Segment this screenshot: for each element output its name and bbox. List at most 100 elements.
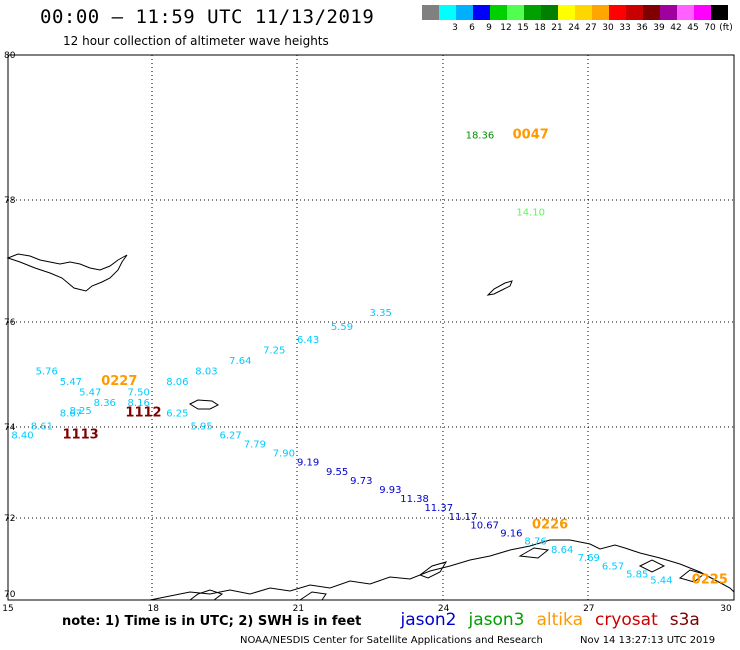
wave-height-label: 5.47	[60, 377, 82, 388]
legend-swatch	[473, 5, 490, 20]
legend-label: 6	[469, 23, 475, 33]
credit-text: NOAA/NESDIS Center for Satellite Applica…	[240, 635, 543, 646]
pass-time-label: 1112	[125, 406, 161, 421]
lon-tick-label: 18	[147, 604, 159, 614]
legend-swatch	[558, 5, 575, 20]
legend-label: 39	[653, 23, 665, 33]
wave-height-label: 8.03	[195, 367, 217, 378]
wave-height-label: 8.16	[128, 398, 150, 409]
legend-label: 18	[534, 23, 546, 33]
axis-labels: 15 18 21 24 27 30 80 78 76 74 72 70	[2, 51, 732, 614]
lon-tick-label: 30	[720, 604, 732, 614]
legend-swatch	[507, 5, 524, 20]
grid	[8, 55, 734, 600]
wave-height-label: 14.10	[516, 207, 545, 218]
wave-height-label: 8.61	[31, 421, 53, 432]
wave-height-label: 5.76	[36, 367, 58, 378]
wave-height-label: 9.55	[326, 467, 348, 478]
wave-height-label: 5.47	[79, 388, 101, 399]
lat-tick-label: 74	[4, 423, 16, 433]
lon-tick-label: 15	[2, 604, 13, 614]
lat-tick-label: 76	[4, 318, 16, 328]
satellite-label: jason3	[468, 610, 525, 630]
wave-height-label: 10.67	[470, 520, 499, 531]
wave-height-label: 9.16	[500, 528, 522, 539]
page-subtitle: 12 hour collection of altimeter wave hei…	[63, 34, 329, 48]
coastline	[6, 253, 735, 601]
legend-unit: (ft)	[719, 23, 733, 33]
legend-label: 15	[517, 23, 529, 33]
legend-label: 36	[636, 23, 648, 33]
pass-time-label: 0047	[513, 127, 549, 142]
wave-height-label: 6.57	[602, 561, 624, 572]
wave-height-label: 7.64	[229, 356, 251, 367]
satellite-legend: jason2 jason3 altika cryosat s3a	[400, 610, 712, 630]
legend-label: 45	[687, 23, 699, 33]
wave-height-label: 6.27	[220, 430, 242, 441]
legend-label: 42	[670, 23, 682, 33]
pass-time-label: 1113	[63, 427, 99, 442]
wave-height-label: 8.67	[60, 409, 82, 420]
legend-label: 12	[500, 23, 512, 33]
pass-time-label: 0227	[101, 374, 137, 389]
satellite-label: altika	[536, 610, 584, 630]
wave-height-label: 5.95	[190, 421, 212, 432]
wave-height-label: 18.36	[466, 130, 495, 141]
legend-label: 9	[486, 23, 492, 33]
wave-height-label: 8.76	[524, 537, 546, 548]
wave-height-label: 6.43	[297, 335, 319, 346]
legend-label: 21	[551, 23, 563, 33]
legend-swatch	[694, 5, 711, 20]
lon-tick-label: 27	[583, 604, 594, 614]
lon-tick-label: 24	[438, 604, 450, 614]
legend-label: 27	[585, 23, 597, 33]
generated-timestamp: Nov 14 13:27:13 UTC 2019	[580, 635, 716, 646]
wave-height-label: 8.36	[94, 398, 116, 409]
wave-height-label: 9.73	[350, 476, 372, 487]
legend-swatch	[643, 5, 660, 20]
wave-height-label: 7.25	[263, 346, 285, 357]
wave-height-label: 8.64	[551, 545, 573, 556]
satellite-label: jason2	[400, 610, 457, 630]
legend-swatch	[456, 5, 473, 20]
legend-swatch	[609, 5, 626, 20]
lat-tick-label: 72	[4, 514, 15, 524]
legend-label: 3	[452, 23, 458, 33]
legend-swatch	[660, 5, 677, 20]
pass-time-label: 0226	[532, 517, 568, 532]
wave-height-label: 3.35	[370, 308, 392, 319]
wave-height-label: 6.25	[166, 409, 188, 420]
footer-note: note: 1) Time is in UTC; 2) SWH is in fe…	[62, 610, 712, 630]
wave-height-label: 8.25	[69, 406, 91, 417]
wave-height-label: 7.69	[578, 553, 600, 564]
wave-height-label: 9.19	[297, 458, 319, 469]
lat-tick-label: 78	[4, 196, 16, 206]
wave-height-label: 5.59	[331, 322, 353, 333]
legend-swatch	[592, 5, 609, 20]
wave-height-label: 8.06	[166, 377, 188, 388]
wave-height-label: 5.85	[626, 569, 648, 580]
wave-height-label: 8.40	[11, 430, 33, 441]
wave-height-label: 7.79	[244, 439, 266, 450]
note-text: note: 1) Time is in UTC; 2) SWH is in fe…	[62, 614, 362, 629]
legend-swatch	[490, 5, 507, 20]
wave-height-label: 11.17	[449, 512, 478, 523]
lat-tick-label: 80	[4, 51, 16, 61]
legend-label: 70	[704, 23, 716, 33]
satellite-label: s3a	[669, 610, 700, 630]
legend-swatch	[677, 5, 694, 20]
wave-height-label: 11.37	[424, 503, 453, 514]
legend-swatch	[626, 5, 643, 20]
color-legend: 3 6 9 12 15 18 21 24 27 30 33 36 39 42 45 70 (ft)	[422, 5, 733, 35]
plot-frame	[7, 54, 735, 601]
lat-tick-label: 70	[4, 590, 16, 600]
legend-swatch	[575, 5, 592, 20]
page-title: 00:00 – 11:59 UTC 11/13/2019	[40, 6, 375, 28]
wave-height-label: 9.93	[379, 485, 401, 496]
wave-height-label: 11.38	[400, 494, 429, 505]
data-points: 18.36 0047 14.10 3.35 5.59 6.43 7.25 7.64 8.03 8.…	[11, 127, 728, 587]
legend-swatch	[422, 5, 439, 20]
legend-swatch	[711, 5, 728, 20]
legend-swatch	[439, 5, 456, 20]
